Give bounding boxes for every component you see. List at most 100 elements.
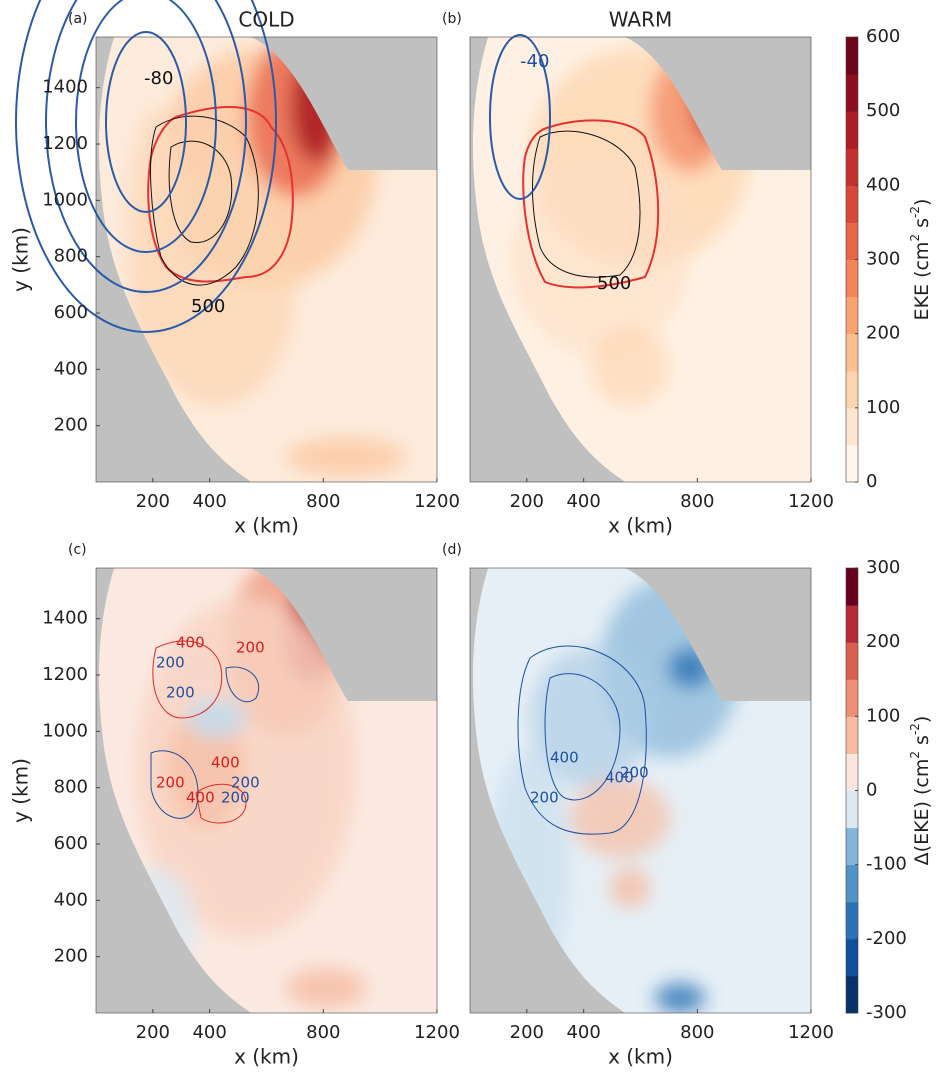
y-tick-label: 400 <box>54 358 88 379</box>
contour-label: 200 <box>156 654 185 672</box>
field-blob <box>510 157 690 357</box>
colorbar-label-part: s <box>911 218 933 234</box>
y-tick-label: 600 <box>54 302 88 323</box>
colorbar-tick-label: 600 <box>866 26 900 47</box>
colorbar-label-part: Δ(EKE) (cm <box>911 759 933 866</box>
colorbar-label-part: 2 <box>908 234 922 242</box>
field-blob <box>590 327 670 407</box>
contour-label: 500 <box>191 296 225 317</box>
contour-line <box>225 666 260 703</box>
colorbar-tick-label: -300 <box>866 1002 907 1023</box>
colorbar-band <box>846 716 858 754</box>
colorbar-tick-label: 0 <box>866 471 877 492</box>
panel-label: (a) <box>68 11 88 27</box>
plot-frame <box>95 36 438 483</box>
x-tick-label: 200 <box>510 491 544 512</box>
colorbar-band <box>846 185 858 223</box>
contour-label: 200 <box>166 684 195 702</box>
contour-label: 400 <box>211 754 240 772</box>
field-blob <box>286 968 366 1008</box>
colorbar-tick-label: 100 <box>866 397 900 418</box>
colorbar-band <box>846 407 858 446</box>
contour-label: -40 <box>520 51 549 72</box>
colorbar-label-part: s <box>911 735 933 751</box>
y-tick-label: 800 <box>54 777 88 798</box>
x-tick-label: 200 <box>136 1022 170 1043</box>
field-blob <box>126 107 186 367</box>
contour-label: 200 <box>231 774 260 792</box>
x-tick-label: 800 <box>680 491 714 512</box>
colorbar-tick-label: 100 <box>866 705 900 726</box>
colorbar-band <box>846 259 858 298</box>
colorbar-tick-label: -200 <box>866 928 907 949</box>
y-tick-label: 200 <box>54 415 88 436</box>
y-tick-label: 1400 <box>42 77 88 98</box>
contour-line <box>152 640 223 719</box>
ssh-contour <box>15 0 277 333</box>
colorbar-band <box>846 148 858 186</box>
colorbar-tick-label: 200 <box>866 323 900 344</box>
x-axis-label: x (km) <box>608 514 673 538</box>
colorbar-band <box>846 790 858 829</box>
ssh-contour <box>105 31 187 213</box>
colorbar-band <box>846 444 858 483</box>
colorbar-tick-label: 300 <box>866 557 900 578</box>
x-axis-label: x (km) <box>234 1045 299 1069</box>
panel-label: (d) <box>442 542 462 558</box>
plot-frame <box>469 36 812 483</box>
colorbar-band <box>846 901 858 940</box>
colorbar-label-part: ) <box>911 199 933 206</box>
colorbar-band <box>846 642 858 680</box>
colorbar-band <box>846 333 858 372</box>
x-tick-label: 400 <box>192 491 226 512</box>
contour-label: 200 <box>236 639 265 657</box>
colorbar-band <box>846 753 858 791</box>
colorbar-tick-label: -100 <box>866 854 907 875</box>
x-tick-label: 800 <box>306 1022 340 1043</box>
plot-frame <box>469 567 812 1014</box>
ssh-contour <box>45 0 247 293</box>
colorbar-label-part: 2 <box>908 751 922 759</box>
colorbar-band <box>846 74 858 112</box>
colorbar-band <box>846 827 858 866</box>
colorbar-tick-label: 500 <box>866 100 900 121</box>
field-blob <box>286 437 406 477</box>
x-tick-label: 1200 <box>788 1022 834 1043</box>
x-tick-label: 400 <box>566 1022 600 1043</box>
x-axis-label: x (km) <box>608 1045 673 1069</box>
contour-line <box>544 673 621 801</box>
x-tick-label: 400 <box>192 1022 226 1043</box>
contour-label: 400 <box>176 634 205 652</box>
colorbar-band <box>846 111 858 149</box>
contour-label: 200 <box>620 764 649 782</box>
field-blob <box>570 778 670 858</box>
colorbar-band <box>846 37 858 75</box>
y-axis-label: y (km) <box>9 758 33 823</box>
contour-line <box>195 783 247 824</box>
contour-label: 200 <box>221 789 250 807</box>
contour-line <box>150 750 199 819</box>
field-blob <box>655 983 705 1013</box>
contour-label: 500 <box>597 273 631 294</box>
panel-title: WARM <box>609 8 673 32</box>
colorbar-label: EKE (cm2 s-2) <box>908 199 933 321</box>
panel: -40 500 <box>470 34 811 482</box>
y-tick-label: 400 <box>54 889 88 910</box>
contour-line <box>517 645 647 835</box>
y-tick-label: 1400 <box>42 608 88 629</box>
contour-label: 400 <box>186 789 215 807</box>
field-blob <box>186 698 246 738</box>
x-tick-label: 800 <box>680 1022 714 1043</box>
contour-label: 400 <box>550 749 579 767</box>
x-tick-label: 400 <box>566 491 600 512</box>
colorbar-band <box>846 296 858 335</box>
contour-label: 400 <box>605 769 634 787</box>
panel-label: (b) <box>442 11 462 27</box>
colorbar-tick-label: 300 <box>866 249 900 270</box>
contour-line <box>147 106 294 283</box>
colorbar-tick-label: 200 <box>866 631 900 652</box>
x-axis-label: x (km) <box>234 514 299 538</box>
